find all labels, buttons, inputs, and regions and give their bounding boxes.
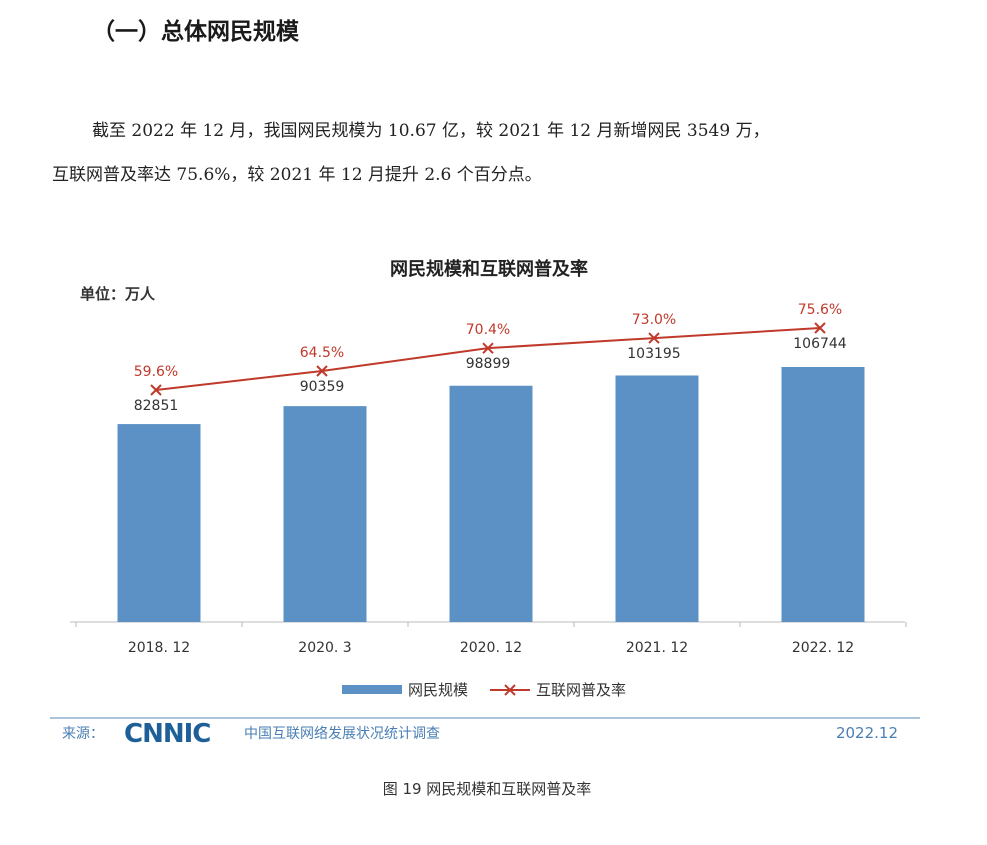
bar-internet-users	[449, 385, 533, 622]
x-tick-label: 2021. 12	[626, 640, 688, 656]
users-data-label: 106744	[793, 336, 847, 352]
chart-title: 网民规模和互联网普及率	[390, 258, 588, 280]
users-data-label: 82851	[134, 398, 179, 414]
rate-point-marker	[316, 365, 328, 377]
rate-data-label: 59.6%	[134, 364, 178, 380]
figure-caption: 图 19 网民规模和互联网普及率	[382, 780, 592, 798]
bar-internet-users	[283, 406, 367, 622]
x-tick-label: 2020. 3	[298, 640, 351, 656]
x-tick-label: 2022. 12	[792, 640, 854, 656]
x-tick-label: 2020. 12	[460, 640, 522, 656]
rate-data-label: 64.5%	[300, 345, 344, 361]
legend-bar-label: 网民规模	[408, 681, 468, 699]
rate-point-marker	[482, 342, 494, 354]
users-data-label: 98899	[466, 356, 511, 372]
rate-data-label: 70.4%	[466, 322, 510, 338]
unit-label: 单位：万人	[80, 285, 156, 303]
internet-users-chart: 网民规模和互联网普及率 单位：万人 2018. 12 2020. 3 2020. 1…	[50, 258, 920, 749]
rate-point-marker	[814, 322, 826, 334]
legend-bar-swatch	[342, 685, 402, 694]
rate-point-marker	[150, 384, 162, 396]
paragraph-line-1: 截至 2022 年 12 月，我国网民规模为 10.67 亿，较 2021 年 …	[92, 121, 770, 141]
source-date: 2022.12	[836, 724, 898, 742]
section-heading: （一）总体网民规模	[92, 19, 299, 45]
paragraph-line-2: 互联网普及率达 75.6%，较 2021 年 12 月提升 2.6 个百分点。	[52, 165, 542, 185]
bar-internet-users	[117, 424, 201, 622]
rate-data-label: 73.0%	[632, 312, 676, 328]
source-name: 中国互联网络发展状况统计调查	[244, 726, 440, 742]
users-data-label: 90359	[300, 379, 345, 395]
bar-internet-users	[615, 375, 699, 622]
bar-internet-users	[781, 367, 865, 622]
x-tick-label: 2018. 12	[128, 640, 190, 656]
users-data-label: 103195	[627, 346, 680, 362]
rate-point-marker	[648, 332, 660, 344]
legend-x-marker-icon	[504, 684, 516, 696]
source-label: 来源：	[62, 726, 104, 742]
rate-data-label: 75.6%	[798, 302, 842, 318]
cnnic-logo: CNNIC	[124, 719, 210, 749]
legend: 网民规模 互联网普及率	[342, 681, 626, 699]
legend-line-label: 互联网普及率	[536, 681, 626, 699]
